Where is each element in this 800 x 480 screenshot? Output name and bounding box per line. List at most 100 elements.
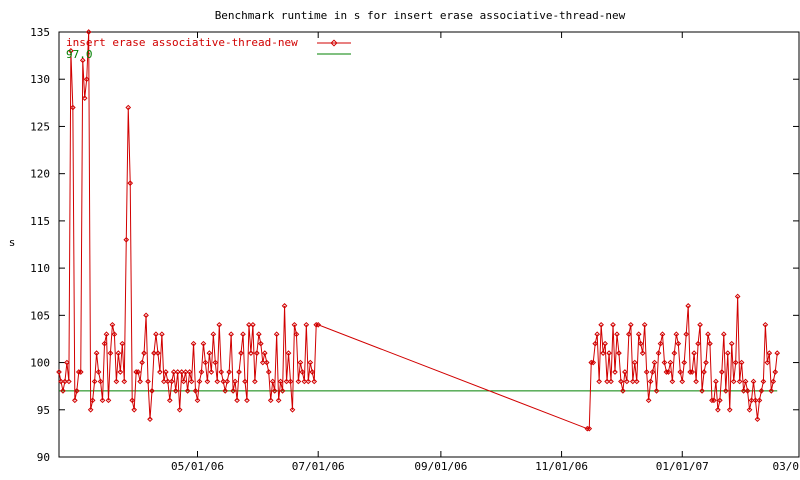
x-tick-label: 05/01/06 [171,460,224,473]
data-point [151,350,157,356]
chart-title: Benchmark runtime in s for insert erase … [215,9,626,22]
data-point [83,76,90,83]
data-point [620,388,626,394]
data-point [645,397,652,404]
data-point [248,350,254,356]
data-point [269,378,276,385]
data-point [626,331,632,338]
data-point [770,378,777,385]
series-layer [56,29,781,432]
y-tick-label: 100 [30,357,50,370]
data-point [606,350,612,356]
data-point [697,321,703,328]
data-point [701,369,707,375]
data-point [257,340,264,347]
x-tick-label: 03/01/07 [773,460,800,473]
data-point [163,369,169,375]
data-point [164,378,171,385]
data-point [728,340,735,347]
data-point [295,378,302,385]
data-point [107,350,114,356]
y-tick-label: 135 [30,26,50,39]
data-point [103,331,110,338]
data-point [667,359,674,366]
data-point [315,321,322,328]
data-point [631,359,638,366]
data-point [758,388,765,394]
data-point [93,350,100,356]
data-point [246,321,252,328]
data-point [772,369,779,375]
data-point [99,397,106,404]
data-point [713,378,719,385]
data-point [198,369,205,375]
data-point [153,331,159,338]
data-point [180,378,187,385]
data-point [309,369,316,375]
x-tick-label: 09/01/06 [414,460,467,473]
x-tick-label: 11/01/06 [535,460,588,473]
data-point [218,369,225,375]
data-point [125,104,132,111]
data-point [224,378,231,385]
data-point [81,95,88,101]
data-point [311,378,318,385]
data-point [307,359,314,366]
data-point [228,331,234,338]
data-point [586,425,593,432]
data-point [79,57,86,64]
data-point [113,378,120,385]
x-tick-label: 01/01/07 [656,460,709,473]
data-point [168,378,175,385]
data-point [73,388,80,394]
data-point [671,350,678,356]
data-point [703,359,709,366]
data-point [157,369,163,375]
data-point [238,350,244,356]
data-point [159,331,165,338]
y-tick-label: 125 [30,120,50,133]
data-point [610,321,616,328]
data-point [176,406,183,413]
data-point [222,388,229,394]
data-point [252,378,258,385]
data-point [693,378,699,385]
x-axis-ticks: 05/01/06 07/01/06 09/01/06 11/01/06 01/01/07… [171,32,800,473]
data-point [602,340,608,347]
data-point [746,406,753,413]
data-point [202,359,209,366]
data-point [279,388,286,394]
data-point [720,331,727,338]
data-point [206,350,213,356]
data-point [149,388,155,394]
data-point [216,321,223,328]
data-point [616,350,622,356]
data-point [127,180,134,186]
data-point [236,369,242,375]
y-axis-label: s [9,236,16,249]
data-point [139,359,145,366]
data-point [204,378,211,385]
data-point [166,397,173,404]
data-point [60,388,66,394]
data-point [64,359,70,366]
data-point [604,378,610,385]
data-point [89,397,96,404]
data-point [265,369,272,375]
data-point [143,312,149,319]
data-point [212,359,219,366]
data-point [622,369,628,375]
legend-series-label: insert erase associative-thread-new [66,36,298,49]
data-point [624,378,630,385]
data-point [281,303,288,309]
data-point [677,369,684,375]
data-point [760,378,767,385]
data-point [170,369,177,375]
legend-series-marker [330,39,338,47]
plot-area-frame [58,31,800,458]
data-point [271,388,278,394]
data-point [691,350,697,356]
data-point [244,397,250,404]
data-point [717,397,723,404]
